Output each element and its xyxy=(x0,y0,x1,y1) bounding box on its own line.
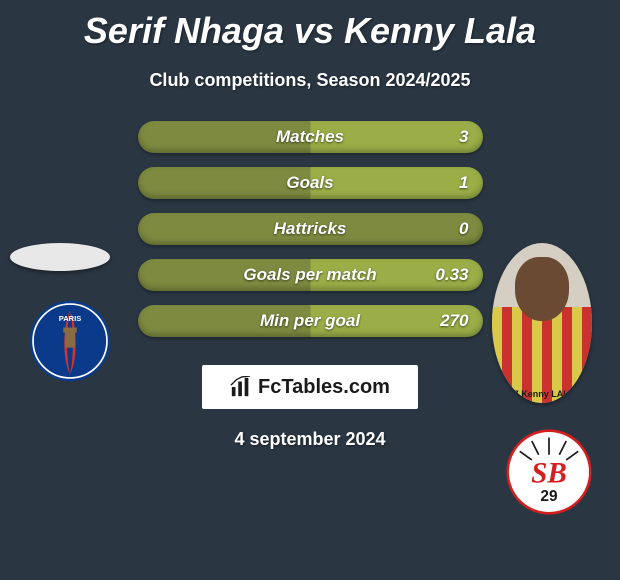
stat-label: Hattricks xyxy=(274,219,347,239)
stat-row-goals-per-match: Goals per match 0.33 xyxy=(138,259,483,291)
stat-right-value: 0 xyxy=(459,219,468,239)
stats-list: Matches 3 Goals 1 Hattricks 0 Goals per … xyxy=(138,121,483,337)
page-title: Serif Nhaga vs Kenny Lala xyxy=(0,0,620,52)
stat-label: Matches xyxy=(276,127,344,147)
stat-row-goals: Goals 1 xyxy=(138,167,483,199)
svg-text:SB: SB xyxy=(531,457,567,489)
stat-right-value: 3 xyxy=(459,127,468,147)
player-right-avatar: 27 Kenny LALA xyxy=(492,243,592,403)
comparison-content: PARIS 27 Kenny LALA SB 29 Matches 3 Goal… xyxy=(0,121,620,450)
stat-right-value: 1 xyxy=(459,173,468,193)
player-right-club-badge: SB 29 xyxy=(506,429,592,515)
brand-box: FcTables.com xyxy=(202,365,418,409)
svg-text:PARIS: PARIS xyxy=(59,314,82,323)
player-left-avatar-placeholder xyxy=(10,243,110,271)
stat-right-value: 0.33 xyxy=(435,265,468,285)
stat-row-matches: Matches 3 xyxy=(138,121,483,153)
brand-text: FcTables.com xyxy=(258,376,390,399)
chart-icon xyxy=(230,376,252,398)
stat-label: Min per goal xyxy=(260,311,360,331)
stat-label: Goals per match xyxy=(243,265,376,285)
stat-row-min-per-goal: Min per goal 270 xyxy=(138,305,483,337)
player-left-club-badge: PARIS xyxy=(28,299,112,383)
stat-row-hattricks: Hattricks 0 xyxy=(138,213,483,245)
player-right-head xyxy=(515,257,569,321)
stat-right-value: 270 xyxy=(440,311,468,331)
stat-label: Goals xyxy=(286,173,333,193)
svg-text:29: 29 xyxy=(540,488,558,505)
player-right-caption: 27 Kenny LALA xyxy=(492,389,592,399)
subtitle: Club competitions, Season 2024/2025 xyxy=(0,70,620,91)
